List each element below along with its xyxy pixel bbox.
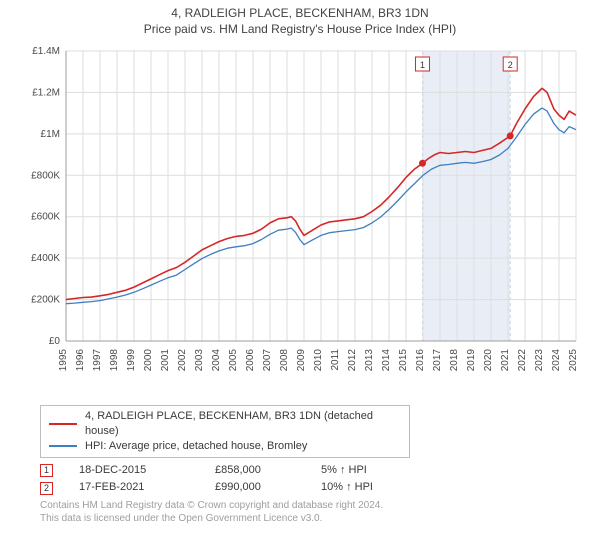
svg-text:£0: £0 bbox=[49, 336, 61, 347]
marker-price: £858,000 bbox=[215, 462, 295, 480]
svg-text:2005: 2005 bbox=[228, 349, 239, 372]
attribution-line: Contains HM Land Registry data © Crown c… bbox=[40, 499, 580, 512]
marker-number-box: 1 bbox=[40, 464, 53, 477]
svg-text:2: 2 bbox=[508, 60, 513, 70]
svg-text:2015: 2015 bbox=[398, 349, 409, 372]
chart-subtitle: Price paid vs. HM Land Registry's House … bbox=[10, 22, 590, 38]
attribution-line: This data is licensed under the Open Gov… bbox=[40, 512, 580, 525]
legend-item: HPI: Average price, detached house, Brom… bbox=[49, 439, 401, 454]
legend-swatch bbox=[49, 445, 77, 447]
svg-text:£600K: £600K bbox=[31, 212, 60, 223]
svg-text:2019: 2019 bbox=[466, 349, 477, 372]
legend-item: 4, RADLEIGH PLACE, BECKENHAM, BR3 1DN (d… bbox=[49, 409, 401, 439]
svg-text:1: 1 bbox=[420, 60, 425, 70]
svg-text:2000: 2000 bbox=[143, 349, 154, 372]
svg-text:£800K: £800K bbox=[31, 170, 60, 181]
svg-text:£1.2M: £1.2M bbox=[32, 88, 60, 99]
svg-text:2013: 2013 bbox=[364, 349, 375, 372]
svg-text:2017: 2017 bbox=[432, 349, 443, 372]
svg-text:2001: 2001 bbox=[160, 349, 171, 372]
marker-pct: 10% ↑ HPI bbox=[321, 479, 411, 497]
svg-text:2002: 2002 bbox=[177, 349, 188, 372]
svg-text:2011: 2011 bbox=[330, 349, 341, 371]
svg-text:2004: 2004 bbox=[211, 349, 222, 372]
svg-text:2025: 2025 bbox=[568, 349, 579, 372]
svg-text:2008: 2008 bbox=[279, 349, 290, 372]
svg-text:2009: 2009 bbox=[296, 349, 307, 372]
svg-text:2016: 2016 bbox=[415, 349, 426, 372]
marker-date: 17-FEB-2021 bbox=[79, 479, 189, 497]
marker-date: 18-DEC-2015 bbox=[79, 462, 189, 480]
chart-title: 4, RADLEIGH PLACE, BECKENHAM, BR3 1DN bbox=[10, 6, 590, 22]
marker-row: 1 18-DEC-2015 £858,000 5% ↑ HPI bbox=[40, 462, 580, 480]
svg-text:£200K: £200K bbox=[31, 295, 60, 306]
legend: 4, RADLEIGH PLACE, BECKENHAM, BR3 1DN (d… bbox=[40, 405, 410, 458]
svg-text:£1M: £1M bbox=[41, 129, 60, 140]
svg-text:£400K: £400K bbox=[31, 253, 60, 264]
svg-text:2012: 2012 bbox=[347, 349, 358, 372]
svg-text:1997: 1997 bbox=[92, 349, 103, 372]
svg-text:2010: 2010 bbox=[313, 349, 324, 372]
marker-number-box: 2 bbox=[40, 482, 53, 495]
svg-text:2020: 2020 bbox=[483, 349, 494, 372]
legend-label: HPI: Average price, detached house, Brom… bbox=[85, 439, 307, 454]
chart-container: 4, RADLEIGH PLACE, BECKENHAM, BR3 1DN Pr… bbox=[0, 0, 600, 560]
attribution: Contains HM Land Registry data © Crown c… bbox=[40, 499, 580, 525]
svg-text:£1.4M: £1.4M bbox=[32, 46, 60, 57]
svg-text:2018: 2018 bbox=[449, 349, 460, 372]
svg-text:2024: 2024 bbox=[551, 349, 562, 372]
svg-text:2007: 2007 bbox=[262, 349, 273, 372]
marker-table: 1 18-DEC-2015 £858,000 5% ↑ HPI 2 17-FEB-2021… bbox=[40, 462, 580, 497]
marker-pct: 5% ↑ HPI bbox=[321, 462, 411, 480]
price-line-chart: £0 £200K £400K £600K £800K £1M £1.2M £1.4M 1995 1… bbox=[20, 41, 580, 401]
legend-label: 4, RADLEIGH PLACE, BECKENHAM, BR3 1DN (d… bbox=[85, 409, 401, 439]
svg-text:2022: 2022 bbox=[517, 349, 528, 372]
svg-text:1999: 1999 bbox=[126, 349, 137, 372]
svg-text:1995: 1995 bbox=[58, 349, 69, 372]
svg-text:1998: 1998 bbox=[109, 349, 120, 372]
marker-price: £990,000 bbox=[215, 479, 295, 497]
marker-row: 2 17-FEB-2021 £990,000 10% ↑ HPI bbox=[40, 479, 580, 497]
svg-text:2023: 2023 bbox=[534, 349, 545, 372]
svg-text:1996: 1996 bbox=[75, 349, 86, 372]
svg-text:2021: 2021 bbox=[500, 349, 511, 372]
svg-text:2006: 2006 bbox=[245, 349, 256, 372]
svg-text:2014: 2014 bbox=[381, 349, 392, 372]
legend-swatch bbox=[49, 423, 77, 425]
svg-text:2003: 2003 bbox=[194, 349, 205, 372]
